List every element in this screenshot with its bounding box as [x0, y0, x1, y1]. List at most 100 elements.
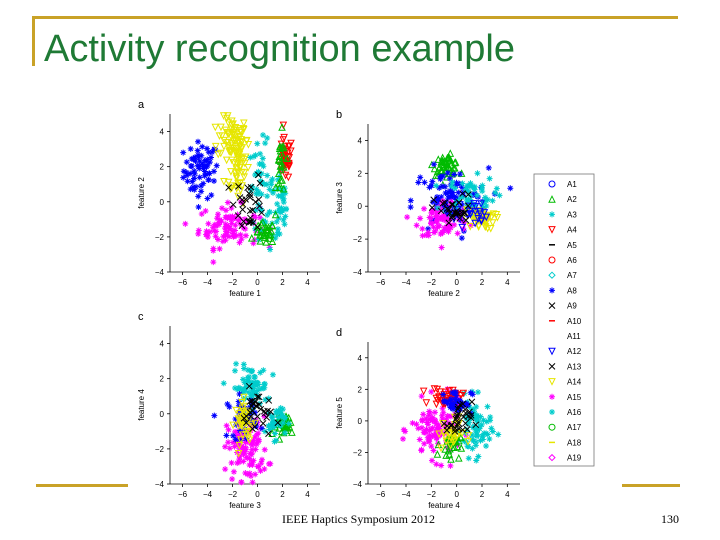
data-point [473, 403, 480, 410]
data-point [264, 135, 271, 142]
data-point [198, 210, 205, 217]
data-point [243, 377, 250, 384]
data-point [436, 222, 443, 229]
data-point [451, 428, 459, 435]
data-point [265, 395, 272, 402]
data-point [459, 389, 468, 398]
data-point [211, 146, 218, 153]
data-point [436, 426, 443, 433]
x-tick-label: −2 [427, 278, 437, 287]
data-point [229, 227, 236, 234]
data-point [281, 143, 289, 151]
data-point [471, 410, 478, 417]
x-tick-label: −6 [178, 278, 188, 287]
data-point [452, 211, 460, 218]
data-point [232, 172, 241, 181]
data-point [238, 404, 247, 413]
data-point [227, 184, 236, 193]
data-point [458, 194, 465, 201]
data-point [444, 189, 451, 196]
data-point [453, 397, 460, 404]
data-point [270, 417, 277, 424]
data-point [441, 212, 448, 219]
data-point [264, 172, 271, 179]
data-point [255, 393, 263, 401]
data-point [277, 185, 284, 192]
data-point [464, 202, 472, 210]
data-point [473, 457, 480, 464]
data-point [250, 437, 257, 444]
data-point [206, 170, 213, 177]
data-point [428, 457, 435, 464]
data-point [244, 164, 252, 172]
data-point [211, 412, 218, 419]
y-axis-label: feature 5 [335, 397, 344, 429]
data-point [413, 421, 420, 428]
data-point [433, 218, 440, 225]
data-point [247, 412, 255, 420]
data-point [433, 450, 442, 458]
data-point [437, 157, 445, 166]
data-point [463, 196, 470, 203]
data-point [483, 442, 490, 449]
data-point [213, 162, 220, 169]
data-point [262, 225, 270, 234]
x-axis-label: feature 2 [428, 289, 460, 298]
data-point [239, 206, 246, 213]
data-point [245, 416, 253, 424]
data-point [459, 180, 466, 187]
data-point [244, 219, 251, 226]
data-point [400, 426, 407, 433]
data-point [447, 193, 454, 200]
data-point [217, 123, 225, 132]
data-point [428, 215, 435, 222]
data-point [225, 130, 233, 138]
data-point [236, 427, 243, 434]
data-point [208, 192, 215, 199]
data-point [259, 179, 266, 186]
data-point [276, 230, 283, 237]
data-point [474, 389, 481, 396]
x-tick-label: 0 [255, 490, 260, 499]
data-point [426, 432, 433, 439]
data-point [252, 207, 259, 214]
data-point [237, 415, 244, 422]
footer-text: IEEE Haptics Symposium 2012 [282, 512, 435, 526]
x-tick-label: −6 [376, 490, 386, 499]
data-point [448, 198, 455, 205]
data-point [446, 441, 455, 450]
data-point [277, 209, 284, 216]
data-point [238, 479, 245, 486]
data-point [237, 231, 244, 238]
data-point [454, 419, 462, 427]
data-point [255, 196, 263, 203]
data-point [455, 403, 462, 411]
data-point [265, 397, 273, 404]
data-point [472, 202, 479, 209]
x-tick-label: 0 [454, 490, 459, 499]
data-point [226, 403, 233, 410]
data-point [470, 407, 477, 414]
data-point [453, 179, 460, 186]
data-point [226, 213, 233, 220]
data-point [453, 442, 462, 451]
data-point [442, 451, 450, 459]
data-point [216, 149, 225, 158]
data-point [274, 169, 283, 178]
data-point [254, 140, 261, 147]
data-point [236, 456, 243, 463]
data-point [228, 459, 235, 466]
data-point [477, 217, 486, 226]
data-point [194, 162, 201, 169]
data-point [270, 423, 277, 430]
x-tick-label: −6 [376, 278, 386, 287]
data-point [264, 212, 271, 219]
data-point [233, 168, 242, 177]
data-point [269, 371, 276, 378]
data-point [473, 417, 480, 424]
data-point [482, 194, 489, 201]
data-point [419, 417, 426, 424]
data-point [232, 174, 241, 183]
data-point [275, 435, 284, 443]
data-point [424, 434, 431, 441]
